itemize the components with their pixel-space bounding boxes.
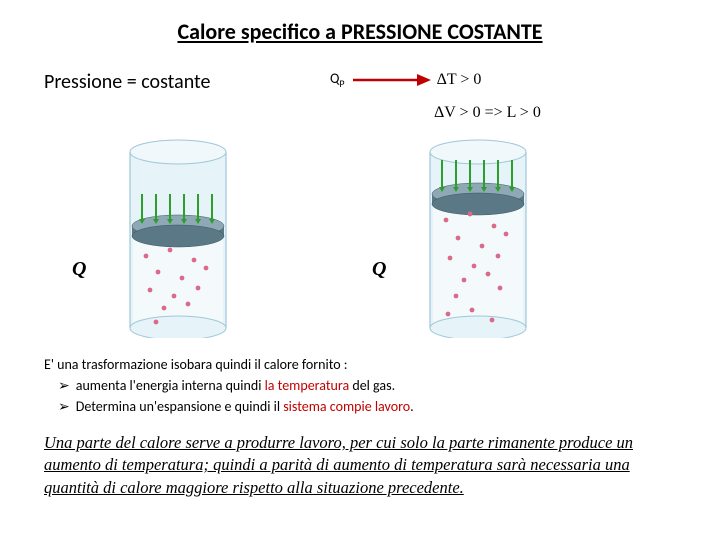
bullet-1: ➢ aumenta l'energia interna quindi la tem… [44, 377, 680, 396]
qp-label: QP [330, 70, 345, 90]
conclusion-paragraph: Una parte del calore serve a produrre la… [44, 432, 680, 499]
q-label-right: Q [372, 258, 386, 281]
qp-sub: P [339, 77, 344, 90]
bullet-glyph-1: ➢ [58, 377, 70, 394]
b2-pre: Determina un'espansione e quindi il [76, 398, 283, 415]
page-title: Calore specifico a PRESSIONE COSTANTE [0, 18, 720, 45]
b2-post: . [410, 398, 414, 415]
bullet-glyph-2: ➢ [58, 398, 70, 415]
subtitle: Pressione = costante [44, 70, 210, 94]
arrow-icon [351, 72, 431, 88]
b1-post: del gas. [349, 377, 395, 394]
body-intro: E' una trasformazione isobara quindi il … [44, 356, 680, 375]
delta-v-label: ΔV > 0 => L > 0 [434, 104, 541, 122]
qp-arrow-row: QP ΔT > 0 [330, 70, 481, 90]
bullet-2: ➢ Determina un'espansione e quindi il sis… [44, 398, 680, 417]
qp-q: Q [330, 70, 339, 87]
b1-accent: la temperatura [265, 377, 350, 394]
q-label-left: Q [72, 258, 86, 281]
cylinder-right: Q [400, 138, 560, 338]
b1-pre: aumenta l'energia interna quindi [76, 377, 265, 394]
delta-t-label: ΔT > 0 [437, 71, 482, 89]
b2-accent: sistema compie lavoro [283, 398, 410, 415]
body-paragraph: E' una trasformazione isobara quindi il … [44, 356, 680, 419]
cylinder-left: Q [100, 138, 260, 338]
cylinder-diagram: Q Q [100, 138, 560, 338]
